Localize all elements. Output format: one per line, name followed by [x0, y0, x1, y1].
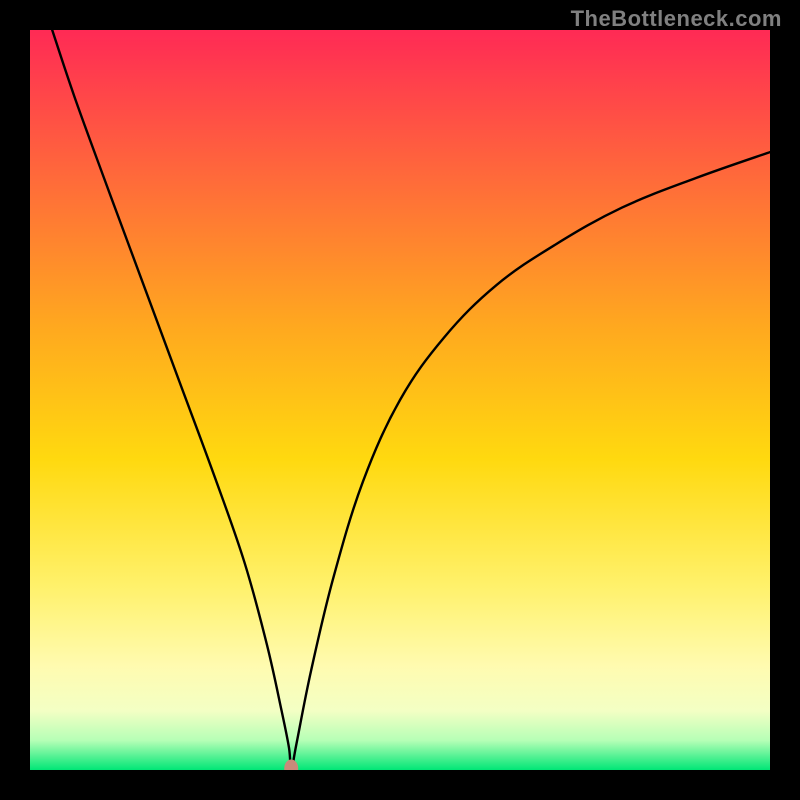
- bottleneck-chart: [30, 30, 770, 770]
- watermark-text: TheBottleneck.com: [571, 6, 782, 32]
